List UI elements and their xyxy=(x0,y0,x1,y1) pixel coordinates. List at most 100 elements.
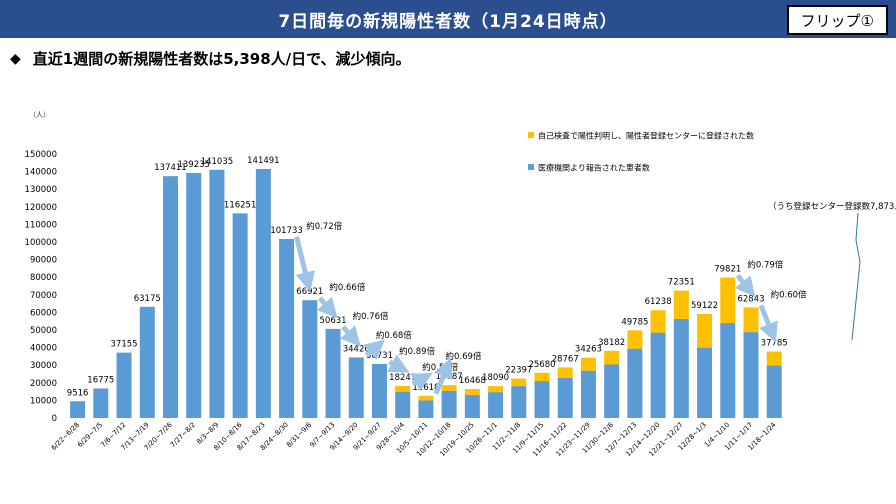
bar-value-label: 18090 xyxy=(482,373,509,383)
y-tick-label: 0 xyxy=(52,414,57,424)
bar-medical xyxy=(209,169,225,418)
callout-leader-line xyxy=(851,212,861,341)
bar-medical xyxy=(464,394,480,418)
y-tick-label: 10000 xyxy=(30,396,57,406)
legend-swatch-self-test xyxy=(528,132,534,138)
bar-value-label: 61238 xyxy=(645,297,672,307)
bar-medical xyxy=(604,364,620,418)
y-tick-label: 20000 xyxy=(30,379,57,389)
bar-self-test xyxy=(557,367,573,378)
bar-value-label: 22397 xyxy=(505,366,532,376)
bar-medical xyxy=(116,352,132,418)
ratio-arrow-icon xyxy=(734,273,756,298)
bar-value-label: 9516 xyxy=(67,388,89,398)
summary-line: ◆ 直近1週間の新規陽性者数は5,398人/日で、減少傾向。 xyxy=(10,48,411,69)
y-tick-label: 50000 xyxy=(30,326,57,336)
bar-self-test xyxy=(511,378,527,387)
bar-self-test xyxy=(673,290,689,319)
bar-value-label: 34263 xyxy=(575,345,602,355)
ratio-arrow-icon xyxy=(340,325,361,347)
bar-self-test xyxy=(650,310,666,333)
y-tick-label: 30000 xyxy=(30,361,57,371)
bar-medical xyxy=(302,300,318,418)
bar-medical xyxy=(139,306,155,418)
bar-self-test xyxy=(766,351,782,366)
bar-medical xyxy=(488,392,504,418)
bar-medical xyxy=(743,332,759,418)
bar-value-label: 139235 xyxy=(177,160,209,170)
bar-value-label: 49785 xyxy=(621,317,648,327)
bar-self-test xyxy=(418,395,434,401)
bar-medical xyxy=(580,370,596,418)
x-category-label: 7/27~8/2 xyxy=(169,421,197,449)
ratio-label: 約0.72倍 xyxy=(306,221,342,232)
bar-medical xyxy=(766,365,782,418)
bar-value-label: 79821 xyxy=(714,265,741,275)
y-tick-label: 130000 xyxy=(25,185,57,195)
bar-value-label: 28767 xyxy=(552,354,579,364)
bar-medical xyxy=(162,176,178,418)
flip-badge: フリップ① xyxy=(786,5,888,35)
ratio-arrow-icon xyxy=(316,296,338,319)
bar-medical xyxy=(279,238,295,418)
bar-medical xyxy=(441,390,457,418)
y-tick-label: 90000 xyxy=(30,256,57,266)
ratio-label: 約0.60倍 xyxy=(771,289,807,300)
y-tick-label: 100000 xyxy=(25,238,57,248)
bar-medical xyxy=(697,347,713,418)
y-tick-label: 60000 xyxy=(30,308,57,318)
y-tick-label: 140000 xyxy=(25,168,57,178)
ratio-label: 約0.69倍 xyxy=(446,351,482,362)
bar-medical xyxy=(395,391,411,418)
bar-value-label: 34426 xyxy=(343,344,370,354)
bar-medical xyxy=(557,377,573,418)
bar-medical xyxy=(627,348,643,418)
bar-medical xyxy=(325,328,341,418)
ratio-label: 約0.59倍 xyxy=(422,362,458,373)
bar-medical xyxy=(511,386,527,418)
bar-value-label: 37785 xyxy=(761,338,788,348)
ratio-arrow-icon xyxy=(294,236,316,292)
bar-value-label: 141491 xyxy=(247,156,279,166)
y-tick-label: 40000 xyxy=(30,344,57,354)
bar-value-label: 116251 xyxy=(224,200,256,210)
summary-text: 直近1週間の新規陽性者数は5,398人/日で、減少傾向。 xyxy=(32,50,411,68)
bar-medical xyxy=(255,168,271,418)
ratio-label: 約0.66倍 xyxy=(329,282,365,293)
title-bar: 7日間毎の新規陽性者数（1月24日時点） フリップ① xyxy=(0,0,896,38)
ratio-arrow-icon xyxy=(758,304,778,343)
bar-self-test xyxy=(604,350,620,365)
bar-self-test xyxy=(720,277,736,323)
bar-value-label: 25680 xyxy=(528,360,555,370)
legend-swatch-medical xyxy=(528,164,534,170)
bar-value-label: 50631 xyxy=(320,316,347,326)
bar-medical xyxy=(93,388,109,418)
bar-self-test xyxy=(395,385,411,392)
y-tick-label: 80000 xyxy=(30,273,57,283)
bar-value-label: 18247 xyxy=(389,373,416,383)
bar-value-label: 16775 xyxy=(87,375,114,385)
x-category-label: 6/22~6/28 xyxy=(50,421,81,452)
bar-self-test xyxy=(534,372,550,382)
bar-medical xyxy=(186,172,202,418)
bar-self-test xyxy=(697,313,713,348)
y-tick-label: 70000 xyxy=(30,291,57,301)
ratio-label: 約0.89倍 xyxy=(399,346,435,357)
bar-medical xyxy=(650,332,666,418)
bar-value-label: 37155 xyxy=(111,340,138,350)
callout-text: （うち登録センター登録数7,873人） xyxy=(768,201,896,212)
bar-medical xyxy=(418,400,434,418)
bar-value-label: 59122 xyxy=(691,301,718,311)
bar-self-test xyxy=(441,385,457,391)
bar-value-label: 137411 xyxy=(154,163,186,173)
bar-value-label: 16468 xyxy=(459,376,486,386)
y-tick-label: 110000 xyxy=(25,220,57,230)
ratio-label: 約0.79倍 xyxy=(747,260,783,271)
page-title: 7日間毎の新規陽性者数（1月24日時点） xyxy=(278,11,618,32)
ratio-label: 約0.68倍 xyxy=(376,330,412,341)
bar-value-label: 141035 xyxy=(201,157,233,167)
bar-medical xyxy=(673,318,689,418)
bar-self-test xyxy=(580,357,596,371)
bar-value-label: 62843 xyxy=(737,294,764,304)
